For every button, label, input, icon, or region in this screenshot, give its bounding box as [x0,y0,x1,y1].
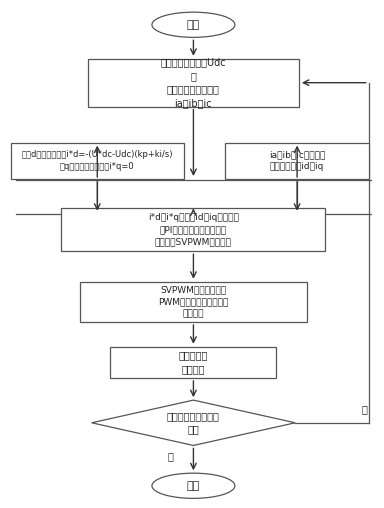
Text: 逆变器输出
并网电流: 逆变器输出 并网电流 [179,351,208,374]
Text: 开始: 开始 [187,20,200,30]
Text: ia、ib、ic做三相旋
转变换，得到id、iq: ia、ib、ic做三相旋 转变换，得到id、iq [269,150,325,171]
Text: SVPWM调制程序产生
PWM调制波控制功率开关
器件动作: SVPWM调制程序产生 PWM调制波控制功率开关 器件动作 [158,285,228,319]
Text: 结束: 结束 [187,481,200,491]
Text: 计算d轴电流参考値i*d=-(U*dc-Udc)(kp+ki/s)
取q轴电流参考値为零i*q=0: 计算d轴电流参考値i*d=-(U*dc-Udc)(kp+ki/s) 取q轴电流参… [22,150,173,171]
Text: 是: 是 [168,452,174,461]
Bar [11,143,184,179]
Bar [88,59,299,107]
Polygon shape [92,400,295,446]
Bar [225,143,369,179]
Text: 光伏发电系统出现故
障？: 光伏发电系统出现故 障？ [167,411,220,434]
Text: 检测直流母线电压Udc
和
逆变器输出三相电流
ia、ib、ic: 检测直流母线电压Udc 和 逆变器输出三相电流 ia、ib、ic [161,57,226,108]
Ellipse shape [152,12,235,38]
Text: i*d、i*q分别与id、iq做差后经
过PI控制及电网电网前馈补
偿后送入SVPWM调制程序: i*d、i*q分别与id、iq做差后经 过PI控制及电网电网前馈补 偿后送入SV… [148,213,239,246]
Bar [111,346,276,378]
Ellipse shape [152,473,235,498]
Bar [61,208,325,251]
Bar [80,282,306,322]
Text: 否: 否 [362,404,368,414]
